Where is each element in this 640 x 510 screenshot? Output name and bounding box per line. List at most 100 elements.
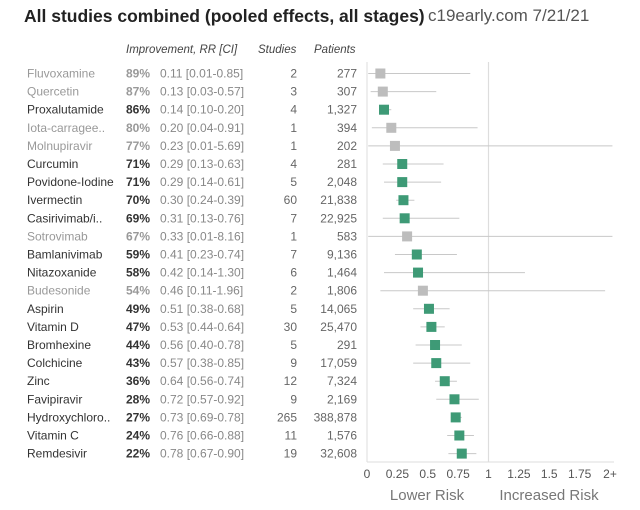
forest-row: Casirivimab/i.. 69% 0.31 [0.13-0.76] 7 22,92…	[27, 211, 460, 225]
row-patients: 17,059	[320, 356, 357, 370]
row-name: Povidone-Iodine	[27, 175, 114, 189]
row-improvement: 71%	[126, 175, 150, 189]
effect-marker	[398, 195, 409, 206]
effect-marker	[439, 376, 450, 387]
row-name: Curcumin	[27, 157, 78, 171]
forest-row: Fluvoxamine 89% 0.11 [0.01-0.85] 2 277	[27, 67, 471, 81]
forest-row: Colchicine 43% 0.57 [0.38-0.85] 9 17,059	[27, 356, 471, 370]
row-patients: 2,169	[327, 392, 357, 406]
row-patients: 277	[337, 67, 357, 81]
forest-row: Nitazoxanide 58% 0.42 [0.14-1.30] 6 1,464	[27, 266, 525, 280]
row-patients: 22,925	[320, 211, 357, 225]
row-patients: 1,576	[327, 429, 357, 443]
row-patients: 1,806	[327, 284, 357, 298]
row-name: Iota-carragee..	[27, 121, 105, 135]
forest-row: Proxalutamide 86% 0.14 [0.10-0.20] 4 1,327	[27, 103, 392, 117]
row-name: Proxalutamide	[27, 103, 104, 117]
source-label: c19early.com 7/21/21	[428, 6, 590, 25]
effect-marker	[456, 448, 467, 459]
row-improvement: 22%	[126, 447, 150, 461]
row-patients: 202	[337, 139, 357, 153]
row-name: Molnupiravir	[27, 139, 92, 153]
row-studies: 9	[290, 356, 297, 370]
effect-marker	[375, 68, 386, 79]
effect-marker	[450, 412, 461, 423]
row-improvement: 89%	[126, 67, 150, 81]
row-studies: 4	[290, 157, 297, 171]
forest-row: Molnupiravir 77% 0.23 [0.01-5.69] 1 202	[27, 139, 613, 153]
row-studies: 60	[284, 193, 298, 207]
row-rr-ci: 0.64 [0.56-0.74]	[160, 374, 244, 388]
forest-row: Povidone-Iodine 71% 0.29 [0.14-0.61] 5 2,048	[27, 175, 442, 189]
row-patients: 583	[337, 229, 357, 243]
effect-marker	[417, 285, 428, 296]
lower-risk-label: Lower Risk	[390, 487, 465, 504]
forest-row: Favipiravir 28% 0.72 [0.57-0.92] 9 2,169	[27, 392, 479, 406]
x-tick-label: 1	[485, 467, 492, 481]
forest-row: Hydroxychloro.. 27% 0.73 [0.69-0.78] 265 388…	[27, 410, 462, 424]
effect-marker	[399, 213, 410, 224]
x-tick-label: 0.5	[419, 467, 436, 481]
row-name: Casirivimab/i..	[27, 211, 102, 225]
row-name: Bamlanivimab	[27, 248, 103, 262]
row-improvement: 49%	[126, 302, 150, 316]
row-improvement: 77%	[126, 139, 150, 153]
row-rr-ci: 0.30 [0.24-0.39]	[160, 193, 244, 207]
row-patients: 291	[337, 338, 357, 352]
row-improvement: 67%	[126, 229, 150, 243]
forest-row: Zinc 36% 0.64 [0.56-0.74] 12 7,324	[27, 374, 457, 388]
forest-row: Remdesivir 22% 0.78 [0.67-0.90] 19 32,608	[27, 447, 477, 461]
row-improvement: 28%	[126, 392, 150, 406]
row-rr-ci: 0.76 [0.66-0.88]	[160, 429, 244, 443]
effect-marker	[397, 159, 408, 169]
effect-marker	[430, 340, 441, 350]
increased-risk-label: Increased Risk	[499, 487, 599, 504]
effect-marker	[402, 231, 413, 242]
row-rr-ci: 0.14 [0.10-0.20]	[160, 103, 244, 117]
row-studies: 6	[290, 266, 297, 280]
row-patients: 307	[337, 85, 357, 99]
forest-row: Vitamin D 47% 0.53 [0.44-0.64] 30 25,470	[27, 320, 445, 334]
row-studies: 7	[290, 211, 297, 225]
row-patients: 388,878	[314, 410, 358, 424]
row-name: Quercetin	[27, 85, 79, 99]
row-studies: 3	[290, 85, 297, 99]
chart-title: All studies combined (pooled effects, al…	[24, 6, 425, 26]
row-rr-ci: 0.23 [0.01-5.69]	[160, 139, 244, 153]
row-name: Vitamin D	[27, 320, 79, 334]
row-studies: 1	[290, 229, 297, 243]
forest-row: Bamlanivimab 59% 0.41 [0.23-0.74] 7 9,136	[27, 248, 457, 262]
row-improvement: 47%	[126, 320, 150, 334]
row-name: Aspirin	[27, 302, 64, 316]
row-name: Ivermectin	[27, 193, 82, 207]
row-studies: 1	[290, 139, 297, 153]
row-improvement: 59%	[126, 248, 150, 262]
row-patients: 394	[337, 121, 357, 135]
forest-row: Curcumin 71% 0.29 [0.13-0.63] 4 281	[27, 157, 444, 171]
row-improvement: 87%	[126, 85, 150, 99]
row-name: Colchicine	[27, 356, 83, 370]
row-studies: 4	[290, 103, 297, 117]
row-rr-ci: 0.78 [0.67-0.90]	[160, 447, 244, 461]
row-name: Hydroxychloro..	[27, 410, 110, 424]
row-patients: 7,324	[327, 374, 357, 388]
row-improvement: 36%	[126, 374, 150, 388]
row-name: Bromhexine	[27, 338, 91, 352]
row-rr-ci: 0.29 [0.14-0.61]	[160, 175, 244, 189]
row-rr-ci: 0.13 [0.03-0.57]	[160, 85, 244, 99]
effect-marker	[426, 321, 437, 332]
row-patients: 1,464	[327, 266, 357, 280]
row-rr-ci: 0.33 [0.01-8.16]	[160, 229, 244, 243]
row-patients: 25,470	[320, 320, 357, 334]
effect-marker	[411, 249, 422, 260]
header-studies: Studies	[258, 44, 297, 56]
row-patients: 21,838	[320, 193, 357, 207]
row-improvement: 24%	[126, 429, 150, 443]
forest-row: Ivermectin 70% 0.30 [0.24-0.39] 60 21,838	[27, 193, 415, 207]
row-rr-ci: 0.56 [0.40-0.78]	[160, 338, 244, 352]
row-improvement: 44%	[126, 338, 150, 352]
forest-row: Vitamin C 24% 0.76 [0.66-0.88] 11 1,576	[27, 429, 474, 443]
forest-row: Iota-carragee.. 80% 0.20 [0.04-0.91] 1 394	[27, 121, 478, 135]
effect-marker	[386, 122, 397, 133]
